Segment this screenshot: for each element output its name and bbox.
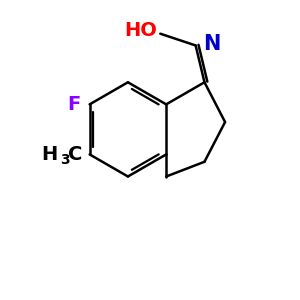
Text: 3: 3 <box>60 153 69 167</box>
Text: HO: HO <box>124 21 158 40</box>
Text: F: F <box>67 95 80 114</box>
Text: N: N <box>203 34 220 54</box>
Text: C: C <box>68 145 82 164</box>
Text: H: H <box>41 145 57 164</box>
